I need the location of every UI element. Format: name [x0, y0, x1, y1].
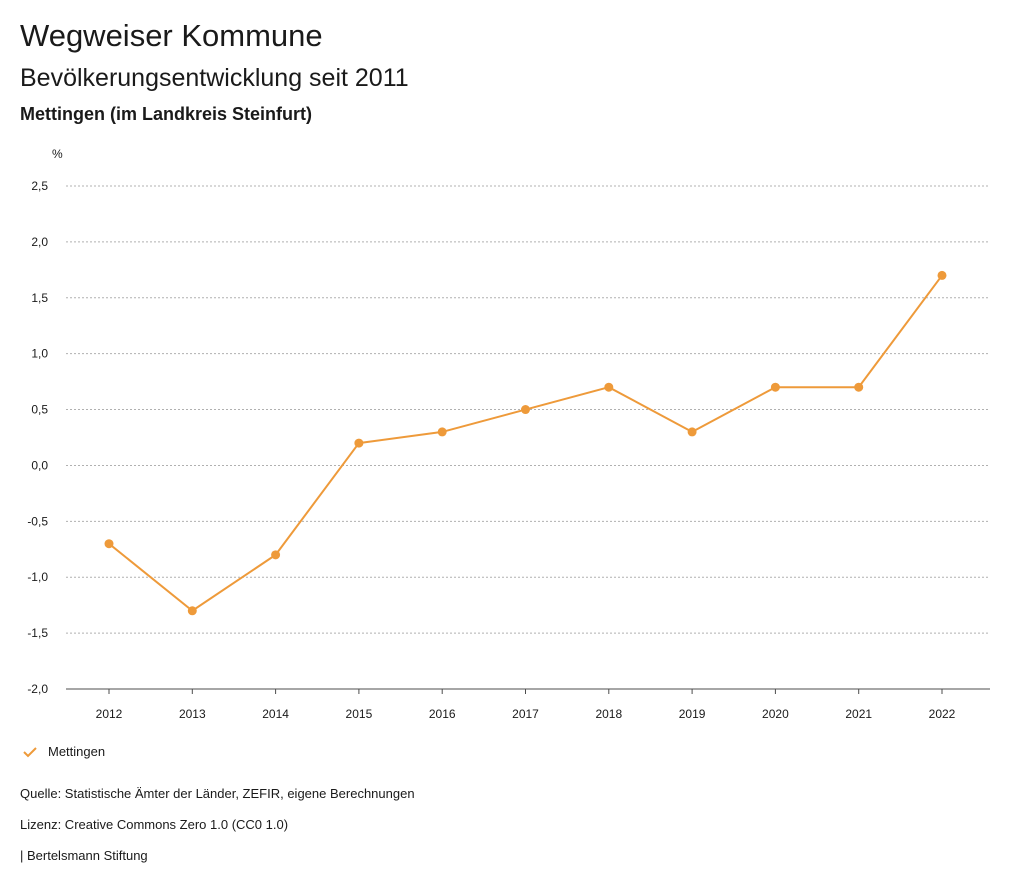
x-axis-ticks: 2012 2013 2014 2015 2016 2017 2018 2019 2020 2021… [66, 688, 990, 721]
y-tick-label: 0,5 [31, 403, 48, 417]
publisher-note: | Bertelsmann Stiftung [20, 848, 148, 863]
y-tick-label: -1,0 [27, 570, 48, 584]
y-tick-label: 1,0 [31, 347, 48, 361]
data-point[interactable] [854, 382, 864, 392]
data-point[interactable] [104, 539, 114, 549]
data-point[interactable] [521, 405, 530, 415]
data-point[interactable] [437, 427, 447, 437]
y-axis-unit-label: % [52, 147, 63, 161]
data-point[interactable] [354, 438, 364, 448]
data-point[interactable] [937, 270, 947, 280]
y-tick-label: -0,5 [27, 514, 48, 528]
y-tick-label: 2,0 [31, 235, 48, 249]
series-mettingen [104, 270, 947, 616]
x-tick-label: 2020 [762, 707, 789, 721]
x-tick-label: 2014 [262, 707, 289, 721]
legend-label: Mettingen [48, 744, 106, 759]
checkmark-icon [23, 746, 37, 757]
y-tick-label: 2,5 [31, 179, 48, 193]
x-tick-label: 2012 [96, 707, 123, 721]
region-title: Mettingen (im Landkreis Steinfurt) [20, 104, 313, 124]
chart-subtitle: Bevölkerungsentwicklung seit 2011 [20, 64, 409, 92]
data-point[interactable] [770, 382, 780, 392]
y-tick-label: 0,0 [31, 458, 48, 472]
x-tick-label: 2016 [429, 707, 456, 721]
data-point[interactable] [687, 427, 697, 437]
x-tick-label: 2017 [512, 707, 539, 721]
x-tick-label: 2015 [346, 707, 373, 721]
x-tick-label: 2022 [929, 707, 956, 721]
y-axis-ticks: 2,5 2,0 1,5 1,0 0,5 0,0 -0,5 -1,0 -1,5 -2,0 [27, 179, 48, 696]
x-tick-label: 2013 [179, 707, 206, 721]
x-tick-label: 2021 [845, 707, 872, 721]
license-note: Lizenz: Creative Commons Zero 1.0 (CC0 1… [20, 817, 289, 832]
x-tick-label: 2018 [595, 707, 622, 721]
data-point[interactable] [187, 606, 197, 616]
y-tick-label: -2,0 [27, 682, 48, 696]
data-point[interactable] [271, 550, 281, 560]
y-tick-label: -1,5 [27, 626, 48, 640]
data-point[interactable] [604, 382, 614, 392]
series-line [108, 274, 943, 612]
y-tick-label: 1,5 [31, 291, 48, 305]
source-note: Quelle: Statistische Ämter der Länder, Z… [20, 786, 415, 801]
line-chart: % 2,5 2,0 1,5 1,0 0,5 0,0 -0,5 -1,0 -1,5 -2,0 201… [27, 147, 990, 721]
grid-lines [66, 185, 990, 690]
legend[interactable]: Mettingen [22, 744, 105, 759]
page-title: Wegweiser Kommune [20, 18, 323, 53]
x-tick-label: 2019 [679, 707, 706, 721]
